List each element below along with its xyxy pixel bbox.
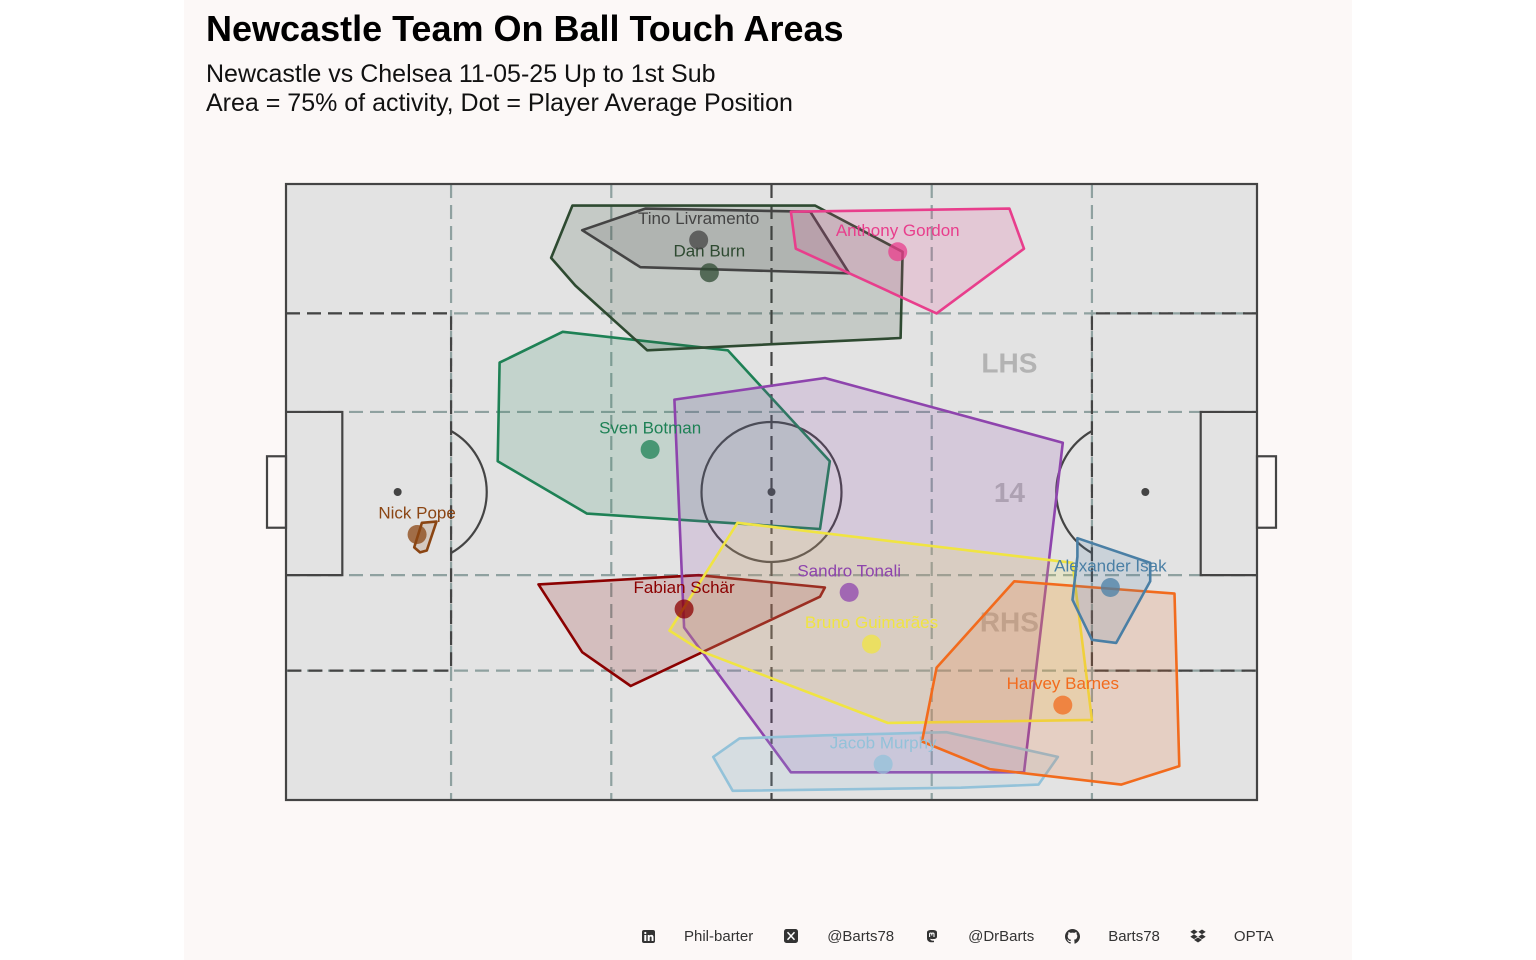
footer-x-label[interactable]: @Barts78 <box>827 927 895 945</box>
label-harvey-barnes: Harvey Barnes <box>1007 674 1119 693</box>
footer-github-label[interactable]: Barts78 <box>1108 927 1160 945</box>
touch-area-harvey-barnes <box>920 579 1181 786</box>
label-sven-botman: Sven Botman <box>599 418 701 437</box>
avg-position-harvey-barnes <box>1053 695 1073 715</box>
label-nick-pope: Nick Pope <box>378 504 455 523</box>
avg-position-tino-livramento <box>689 230 709 250</box>
player-touch-areas <box>412 204 1181 793</box>
left-penalty-spot <box>393 488 402 496</box>
chart-title: Newcastle Team On Ball Touch Areas <box>206 8 844 49</box>
touch-area-bruno-guimar-es <box>668 521 1094 725</box>
label-bruno-guimar-es: Bruno Guimarães <box>805 613 938 632</box>
footer-mastodon-label[interactable]: @DrBarts <box>968 927 1035 945</box>
touch-area-tino-livramento <box>580 207 851 275</box>
zone-label-rhs: RHS <box>980 606 1039 637</box>
right-penalty-area <box>1090 312 1257 672</box>
right-goal <box>1255 455 1278 529</box>
mastodon-icon[interactable] <box>924 928 940 944</box>
avg-position-jacob-murphy <box>873 754 893 774</box>
centre-circle <box>700 420 843 564</box>
left-six-yard-box <box>286 410 344 577</box>
player-average-positions <box>407 230 1120 774</box>
label-sandro-tonali: Sandro Tonali <box>797 561 901 580</box>
right-six-yard-box <box>1199 410 1257 577</box>
avg-position-bruno-guimar-es <box>862 634 882 654</box>
left-goal <box>265 455 288 529</box>
avg-position-anthony-gordon <box>888 242 908 262</box>
avg-position-sven-botman <box>640 439 660 459</box>
avg-position-fabian-sch-r <box>674 599 694 619</box>
centre-spot <box>767 488 776 496</box>
pitch-markings <box>265 182 1278 802</box>
label-tino-livramento: Tino Livramento <box>638 209 759 228</box>
label-alexander-isak: Alexander Isak <box>1054 556 1167 575</box>
zone-label-14: 14 <box>994 477 1026 508</box>
player-labels: Nick Pope Sven Botman Fabian Schär Dan Burn… <box>378 209 1167 752</box>
avg-position-sandro-tonali <box>839 582 859 602</box>
footer-data-source-label: OPTA <box>1233 927 1274 945</box>
chart-subtitle-match: Newcastle vs Chelsea 11-05-25 Up to 1st … <box>206 60 716 88</box>
touch-area-dan-burn <box>549 204 904 352</box>
touch-area-fabian-sch-r <box>537 573 827 688</box>
touch-area-sven-botman <box>496 330 832 531</box>
footer-linkedin-label[interactable]: Phil-barter <box>684 927 754 945</box>
avg-position-dan-burn <box>699 263 719 283</box>
label-anthony-gordon: Anthony Gordon <box>836 221 960 240</box>
zone-label-lhs: LHS <box>981 348 1037 379</box>
chart-subtitle-legend: Area = 75% of activity, Dot = Player Ave… <box>206 89 793 117</box>
label-dan-burn: Dan Burn <box>673 242 745 261</box>
touch-area-anthony-gordon <box>789 207 1026 315</box>
dropbox-icon[interactable] <box>1190 928 1206 944</box>
x-twitter-icon[interactable] <box>783 928 799 944</box>
github-icon[interactable] <box>1064 928 1080 944</box>
footer-credits: Phil-barter @Barts78 @DrBarts Barts78 OP… <box>640 925 1274 947</box>
zone-labels: LHS 14 RHS <box>980 348 1039 638</box>
left-penalty-arc <box>450 430 488 554</box>
avg-position-alexander-isak <box>1100 577 1120 597</box>
left-penalty-area <box>286 312 453 672</box>
avg-position-nick-pope <box>407 525 427 545</box>
right-penalty-spot <box>1141 488 1150 496</box>
label-jacob-murphy: Jacob Murphy <box>830 733 937 752</box>
label-fabian-sch-r: Fabian Schär <box>634 578 735 597</box>
linkedin-icon[interactable] <box>640 928 656 944</box>
